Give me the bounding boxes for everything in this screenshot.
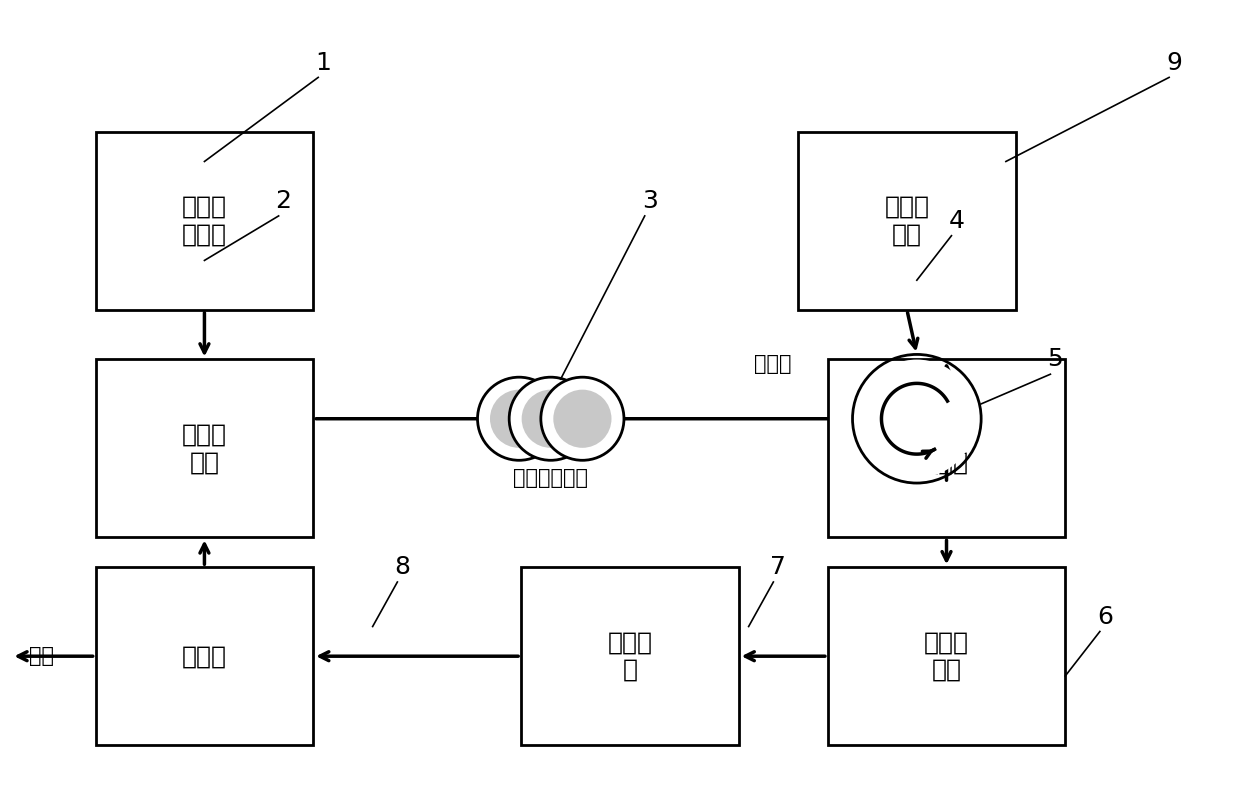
Text: 5: 5	[1048, 347, 1063, 372]
Text: 1: 1	[315, 50, 331, 74]
Text: 可调谐
激光器: 可调谐 激光器	[182, 195, 227, 247]
Text: 输出: 输出	[29, 646, 53, 666]
Circle shape	[510, 377, 593, 460]
Text: 9: 9	[1166, 50, 1182, 74]
Text: 功分器: 功分器	[182, 644, 227, 668]
Text: 4: 4	[949, 209, 965, 233]
Text: 光电探
测器: 光电探 测器	[924, 630, 968, 682]
Text: 2: 2	[275, 189, 291, 213]
Circle shape	[541, 377, 624, 460]
Text: 8: 8	[394, 555, 410, 579]
Text: 相位调
制器: 相位调 制器	[182, 423, 227, 474]
Circle shape	[490, 390, 548, 448]
Text: 3: 3	[642, 189, 657, 213]
Text: 7: 7	[770, 555, 786, 579]
Text: 光带通
滤波器: 光带通 滤波器	[924, 423, 968, 474]
FancyBboxPatch shape	[95, 132, 314, 310]
Text: 6: 6	[1097, 604, 1112, 629]
FancyBboxPatch shape	[95, 567, 314, 746]
FancyBboxPatch shape	[799, 132, 1016, 310]
Circle shape	[522, 390, 580, 448]
Text: 环行器: 环行器	[754, 354, 791, 374]
Circle shape	[477, 377, 560, 460]
FancyBboxPatch shape	[521, 567, 739, 746]
Text: 电放大
器: 电放大 器	[608, 630, 652, 682]
Circle shape	[553, 390, 611, 448]
FancyBboxPatch shape	[828, 359, 1065, 537]
Circle shape	[858, 360, 976, 478]
Text: 泵浦激
光器: 泵浦激 光器	[884, 195, 930, 247]
Text: 高非线性光纤: 高非线性光纤	[513, 468, 588, 488]
FancyBboxPatch shape	[95, 359, 314, 537]
FancyBboxPatch shape	[828, 567, 1065, 746]
